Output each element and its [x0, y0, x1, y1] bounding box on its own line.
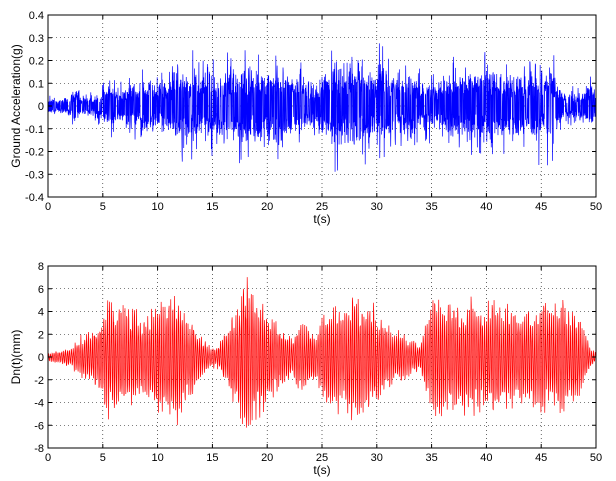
y-tick-label: 0.1 — [29, 78, 44, 90]
x-tick-label: 10 — [151, 452, 163, 464]
x-tick-label: 50 — [590, 452, 602, 464]
x-tick-label: 0 — [45, 452, 51, 464]
y-tick-label: -0.1 — [25, 124, 44, 136]
x-tick-label: 10 — [151, 201, 163, 213]
x-tick-label: 35 — [425, 201, 437, 213]
y-tick-label: -2 — [34, 375, 44, 387]
x-tick-label: 45 — [535, 201, 547, 213]
y-tick-label: 0.4 — [29, 10, 44, 22]
x-tick-label: 35 — [425, 452, 437, 464]
y-axis-label: Dn(t)(mm) — [9, 330, 23, 385]
y-tick-label: -8 — [34, 443, 44, 455]
y-tick-label: -0.4 — [25, 192, 44, 204]
y-axis-label: Ground Acceleration(g) — [9, 44, 23, 167]
x-tick-label: 25 — [316, 201, 328, 213]
x-axis-label: t(s) — [313, 212, 330, 226]
x-tick-label: 30 — [371, 452, 383, 464]
x-tick-label: 40 — [480, 452, 492, 464]
x-tick-label: 5 — [100, 201, 106, 213]
signal-line — [47, 277, 597, 428]
y-tick-label: -4 — [34, 398, 44, 410]
y-tick-label: -0.3 — [25, 169, 44, 181]
x-tick-label: 5 — [100, 452, 106, 464]
y-tick-label: 0 — [38, 101, 44, 113]
subplot-1: 0 5 10 15 20 25 30 35 40 45 50 -0.4 -0.3 -0.2 -0.1 0 0.1… — [9, 10, 602, 226]
y-tick-label: -6 — [34, 420, 44, 432]
x-tick-label: 40 — [480, 201, 492, 213]
y-tick-label: 0 — [38, 352, 44, 364]
x-tick-label: 20 — [261, 452, 273, 464]
x-tick-label: 45 — [535, 452, 547, 464]
x-tick-label: 20 — [261, 201, 273, 213]
subplot-2: 0 5 10 15 20 25 30 35 40 45 50 -8 -6 -4 -2 0 2 4 6 8 t(s) Dn(… — [9, 261, 602, 477]
x-tick-label: 30 — [371, 201, 383, 213]
x-tick-label: 25 — [316, 452, 328, 464]
y-tick-label: -0.2 — [25, 147, 44, 159]
y-tick-label: 4 — [38, 307, 44, 319]
x-tick-label: 0 — [45, 201, 51, 213]
x-axis-label: t(s) — [313, 463, 330, 477]
x-tick-label: 50 — [590, 201, 602, 213]
y-tick-label: 8 — [38, 261, 44, 273]
y-tick-label: 0.3 — [29, 33, 44, 45]
y-tick-label: 0.2 — [29, 56, 44, 68]
signal-line — [47, 43, 597, 172]
y-tick-label: 6 — [38, 284, 44, 296]
y-tick-label: 2 — [38, 329, 44, 341]
x-tick-label: 15 — [206, 201, 218, 213]
x-tick-label: 15 — [206, 452, 218, 464]
